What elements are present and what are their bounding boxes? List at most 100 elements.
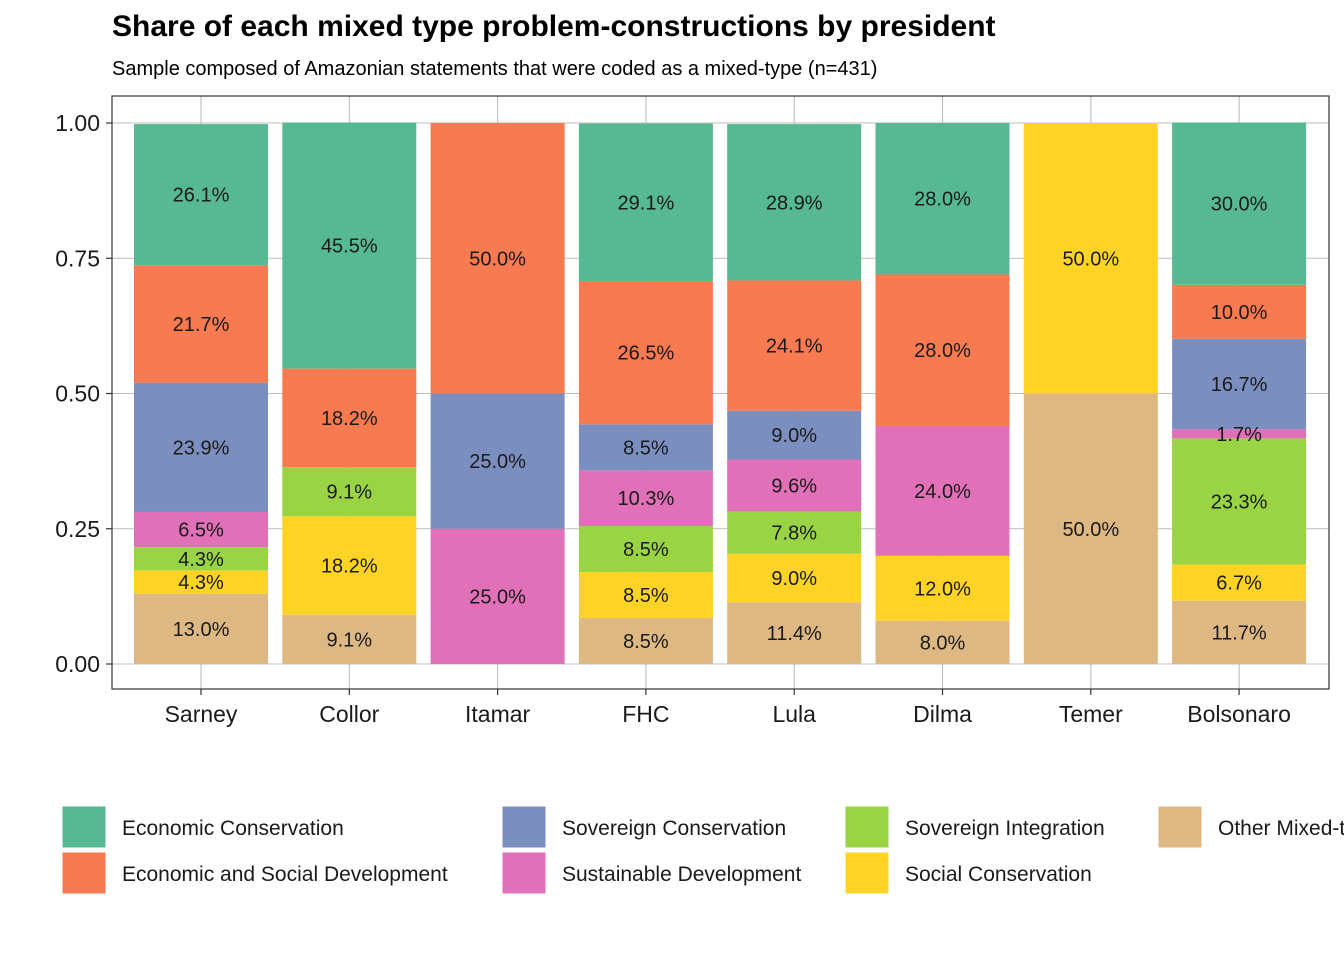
bar-segment-itamar-sustainable-development (430, 528, 565, 664)
data-label: 11.4% (767, 623, 822, 645)
data-label: 4.3% (178, 572, 224, 594)
data-label: 10.0% (1211, 302, 1268, 324)
data-label: 25.0% (469, 586, 526, 608)
bar-segment-lula-social-conservation (727, 553, 862, 603)
data-label: 24.1% (766, 336, 823, 358)
bar-segment-sarney-sustainable-development (134, 511, 268, 548)
legend-label: Other Mixed-t (1218, 817, 1344, 840)
bar-segment-lula-economic-and-social-development (727, 280, 862, 411)
axes: 0.00 0.25 0.50 0.75 1.00 Sarney Collor Itamar FH… (55, 110, 1291, 727)
bar-segment-sarney-social-conservation (134, 570, 268, 594)
data-label: 8.5% (623, 585, 669, 607)
data-label: 6.5% (178, 520, 224, 542)
bar-segment-bolsonaro-sustainable-development (1172, 429, 1307, 439)
data-label: 7.8% (771, 523, 817, 545)
data-label: 8.5% (623, 437, 669, 459)
data-labels: 13.0% 4.3%4.3% 6.5% 23.9% 21.7% 26.1% 9.1% 18.2… (173, 185, 1268, 655)
x-tick-label-collor: Collor (319, 701, 379, 727)
bar-segment-dilma-sustainable-development (875, 425, 1010, 556)
bar-segment-bolsonaro-other-mixed-type (1172, 600, 1307, 664)
legend-label: Social Conservation (905, 863, 1092, 886)
x-tick-label-bolsonaro: Bolsonaro (1187, 701, 1291, 727)
bar-segment-dilma-economic-and-social-development (875, 274, 1010, 426)
bar-stacks (134, 122, 1307, 664)
data-label: 9.0% (771, 425, 817, 447)
bar-segment-bolsonaro-social-conservation (1172, 564, 1307, 601)
x-tick-label-sarney: Sarney (165, 701, 238, 727)
data-label: 29.1% (618, 192, 675, 214)
bar-segment-fhc-sustainable-development (578, 470, 713, 527)
y-tick-label: 1.00 (55, 110, 100, 136)
legend-label: Sustainable Development (562, 863, 801, 886)
bar-segment-fhc-economic-and-social-development (578, 280, 713, 425)
data-label: 8.5% (623, 539, 669, 561)
y-tick-label: 0.75 (55, 245, 100, 271)
bar-segment-collor-other-mixed-type (282, 614, 417, 664)
data-label: 26.1% (173, 185, 230, 207)
bar-segment-sarney-economic-and-social-development (134, 265, 268, 383)
bar-segment-itamar-sovereign-conservation (430, 393, 565, 529)
data-label: 9.1% (327, 629, 373, 651)
x-tick-label-fhc: FHC (622, 701, 669, 727)
bar-segment-temer-social-conservation (1023, 123, 1158, 394)
bar-segment-lula-economic-conservation (727, 124, 862, 281)
data-label: 13.0% (173, 619, 230, 641)
y-tick-label: 0.25 (55, 516, 100, 542)
chart-subtitle: Sample composed of Amazonian statements … (112, 58, 878, 80)
data-label: 18.2% (321, 556, 378, 578)
data-label: 50.0% (1062, 519, 1119, 541)
bar-segment-sarney-sovereign-integration (134, 547, 268, 571)
legend-item-sovereign-conservation: Sovereign Conservation (501, 805, 786, 849)
data-label: 26.5% (618, 343, 675, 365)
y-tick-label: 0.00 (55, 651, 100, 677)
data-label: 28.0% (914, 340, 971, 362)
chart-title: Share of each mixed type problem-constru… (112, 10, 996, 43)
legend-key (844, 851, 890, 895)
legend-key (61, 851, 107, 895)
data-label: 9.1% (327, 482, 373, 504)
bar-segment-dilma-economic-conservation (875, 123, 1010, 275)
bar-segment-bolsonaro-economic-conservation (1172, 122, 1307, 285)
bar-segment-bolsonaro-sovereign-conservation (1172, 338, 1307, 430)
data-label: 1.7% (1216, 424, 1262, 446)
data-label: 6.7% (1216, 573, 1262, 595)
data-label: 50.0% (469, 248, 526, 270)
bar-segment-lula-sovereign-conservation (727, 410, 862, 460)
bar-segment-itamar-economic-and-social-development (430, 123, 565, 394)
plot-border (111, 95, 1330, 690)
legend-key (844, 805, 890, 849)
bar-segment-fhc-economic-conservation (578, 123, 713, 281)
data-label: 8.0% (920, 632, 966, 654)
data-label: 50.0% (1062, 248, 1119, 270)
data-label: 9.6% (771, 475, 817, 497)
data-label: 24.0% (914, 481, 971, 503)
data-label: 8.5% (623, 631, 669, 653)
legend-key (501, 805, 547, 849)
bar-segment-temer-other-mixed-type (1023, 393, 1158, 664)
data-label: 23.9% (173, 437, 230, 459)
legend-label: Sovereign Conservation (562, 817, 786, 840)
bar-segment-lula-other-mixed-type (727, 602, 862, 664)
legend-item-sovereign-integration: Sovereign Integration (844, 805, 1105, 849)
legend-key (1157, 805, 1203, 849)
bar-segment-bolsonaro-economic-and-social-development (1172, 284, 1307, 339)
bar-segment-bolsonaro-sovereign-integration (1172, 438, 1307, 565)
bar-segment-dilma-other-mixed-type (875, 620, 1010, 664)
data-label: 4.3% (178, 549, 224, 571)
bar-segment-sarney-economic-conservation (134, 124, 268, 266)
data-label: 23.3% (1211, 491, 1268, 513)
bar-segment-fhc-social-conservation (578, 572, 713, 619)
data-label: 45.5% (321, 236, 378, 258)
legend-item-economic-conservation: Economic Conservation (61, 805, 344, 849)
y-tick-label: 0.50 (55, 381, 100, 407)
bar-segment-fhc-sovereign-conservation (578, 424, 713, 471)
legend-item-sustainable-development: Sustainable Development (501, 851, 801, 895)
bar-segment-collor-economic-conservation (282, 122, 417, 369)
data-label: 30.0% (1211, 194, 1268, 216)
legend-item-economic-and-social-development: Economic and Social Development (61, 851, 448, 895)
data-label: 10.3% (618, 488, 675, 510)
legend-key (61, 805, 107, 849)
data-label: 25.0% (469, 451, 526, 473)
legend-label: Economic and Social Development (122, 863, 448, 886)
